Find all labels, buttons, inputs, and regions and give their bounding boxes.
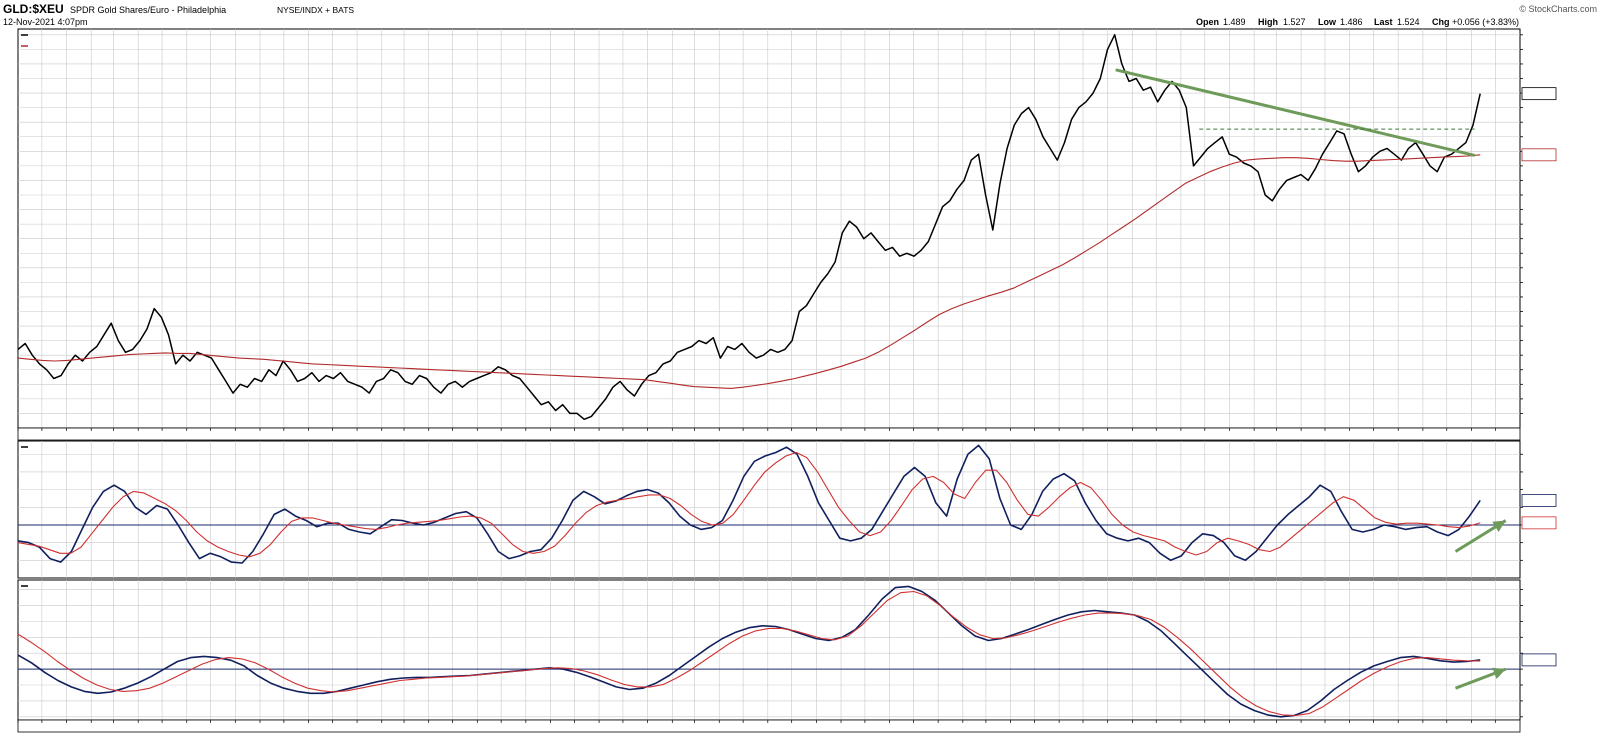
trend-arrow-head	[1492, 667, 1506, 679]
bottom-x-axis	[17, 719, 1521, 733]
open-value: 1.489	[1223, 17, 1246, 27]
high-value: 1.527	[1283, 17, 1306, 27]
last-label: Last	[1374, 17, 1393, 27]
last-value-tag-box	[1521, 516, 1557, 530]
series-line-signal	[17, 590, 1481, 717]
intermediate-kst-panel	[17, 579, 1557, 721]
chart-header: GLD:$XEU SPDR Gold Shares/Euro - Philade…	[3, 2, 1597, 27]
resistance-trendline	[1115, 68, 1475, 157]
open-label: Open	[1196, 17, 1219, 27]
series-line-kst	[17, 585, 1481, 718]
series-line-signal	[17, 451, 1481, 558]
symbol: GLD:$XEU	[3, 2, 64, 16]
symbol-name: SPDR Gold Shares/Euro - Philadelphia	[70, 5, 226, 15]
watermark: © StockCharts.com	[1519, 4, 1597, 14]
low-label: Low	[1318, 17, 1337, 27]
chg-label: Chg	[1432, 17, 1450, 27]
series-line-price	[17, 34, 1481, 421]
grid	[18, 580, 1520, 720]
last-value-tag-box	[1521, 494, 1557, 507]
low-value: 1.486	[1340, 17, 1363, 27]
chart-date: 12-Nov-2021 4:07pm	[3, 17, 88, 27]
panel-frame	[17, 440, 1521, 579]
grid	[18, 441, 1520, 578]
chg-value: +0.056 (+3.83%)	[1452, 17, 1519, 27]
trend-arrow-head	[1492, 520, 1506, 532]
st-kst-panel	[17, 440, 1557, 579]
last-value-tag-box	[1521, 653, 1557, 667]
price-panel	[17, 28, 1557, 429]
exchange: NYSE/INDX + BATS	[277, 5, 354, 15]
series-line-ema	[17, 154, 1481, 389]
panel-frame	[17, 579, 1521, 721]
quote-summary: Open 1.489 High 1.527 Low 1.486 Last 1.5…	[1196, 17, 1519, 27]
last-value-tag-box	[1521, 87, 1557, 101]
high-label: High	[1258, 17, 1278, 27]
axis-strip	[17, 427, 1521, 441]
panel-frame	[17, 28, 1521, 429]
price-x-axis	[17, 427, 1521, 441]
last-value: 1.524	[1397, 17, 1420, 27]
series-line-kst	[17, 444, 1481, 564]
axis-strip	[17, 719, 1521, 733]
last-value-tag-box	[1521, 148, 1557, 162]
